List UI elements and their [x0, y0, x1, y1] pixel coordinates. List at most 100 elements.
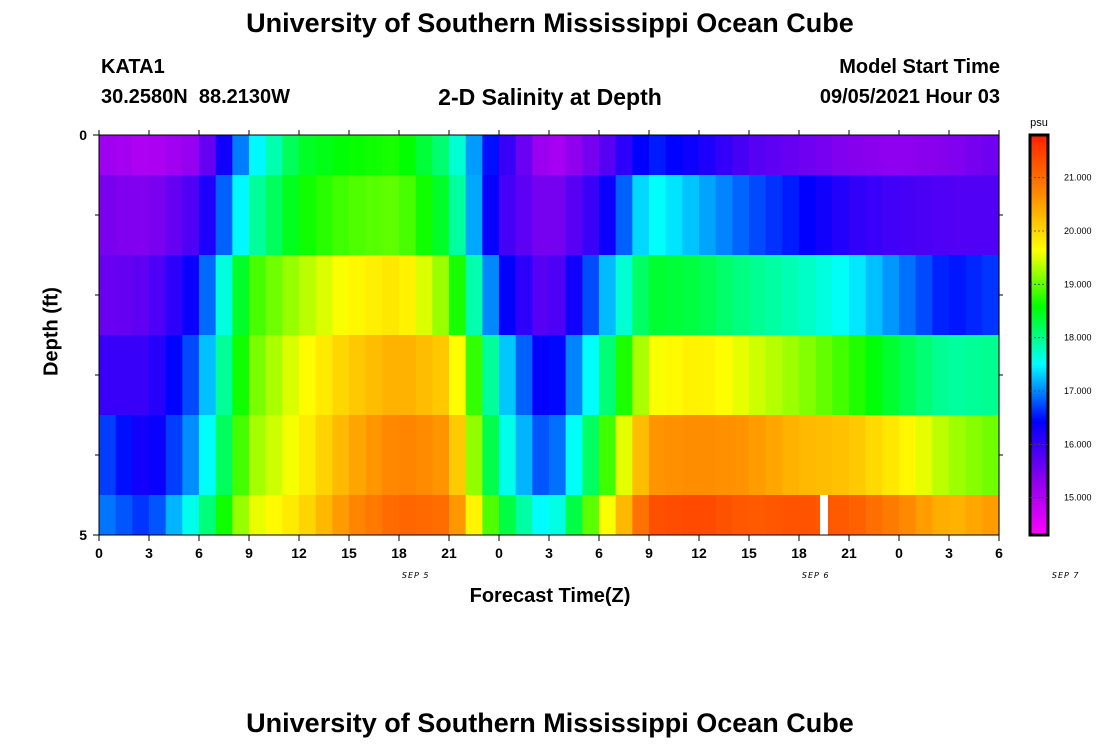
heatmap-cell — [249, 415, 267, 496]
x-date-label: SEP 6 — [802, 571, 830, 580]
heatmap-cell — [349, 135, 367, 176]
heatmap-cell — [799, 335, 817, 416]
colorbar-segment — [1030, 199, 1048, 203]
heatmap-cell — [232, 175, 250, 256]
x-tick-label: 0 — [495, 545, 503, 561]
colorbar-segment — [1030, 492, 1048, 496]
heatmap-cell — [432, 135, 450, 176]
colorbar-segment — [1030, 207, 1048, 211]
colorbar-segment — [1030, 284, 1048, 288]
x-tick-label: 6 — [195, 545, 203, 561]
heatmap-cell — [499, 135, 517, 176]
heatmap-cell — [332, 135, 350, 176]
heatmap-cell — [849, 255, 867, 336]
heatmap-cell — [365, 495, 383, 536]
colorbar-segment — [1030, 428, 1048, 432]
colorbar-units: psu — [1030, 117, 1048, 129]
colorbar-segment — [1030, 511, 1048, 515]
colorbar-segment — [1030, 241, 1048, 245]
heatmap-cell — [149, 255, 167, 336]
colorbar-segment — [1030, 487, 1048, 491]
heatmap-cell — [215, 255, 233, 336]
heatmap-cell — [282, 175, 300, 256]
heatmap-cell — [615, 415, 633, 496]
heatmap-cell — [132, 255, 150, 336]
heatmap-cell — [332, 495, 350, 536]
heatmap-cell — [882, 135, 900, 176]
heatmap-cell — [849, 495, 867, 536]
heatmap-cell — [265, 495, 283, 536]
heatmap-cell — [732, 495, 750, 536]
colorbar-segment — [1030, 417, 1048, 421]
heatmap-cell — [899, 415, 917, 496]
heatmap-cell — [382, 335, 400, 416]
heatmap-cell — [465, 415, 483, 496]
heatmap-cell — [299, 335, 317, 416]
heatmap-cell — [715, 495, 733, 536]
heatmap-cell — [765, 175, 783, 256]
heatmap-cell — [799, 415, 817, 496]
heatmap-cell — [665, 495, 683, 536]
colorbar-segment — [1030, 303, 1048, 307]
heatmap-cell — [432, 335, 450, 416]
heatmap-cell — [499, 335, 517, 416]
heatmap-cell — [482, 335, 500, 416]
colorbar-segment — [1030, 385, 1048, 389]
colorbar-segment — [1030, 335, 1048, 339]
heatmap-cell — [965, 335, 983, 416]
heatmap-cell — [532, 335, 550, 416]
heatmap-cell — [982, 415, 1000, 496]
heatmap-cell — [232, 135, 250, 176]
heatmap-cell — [532, 415, 550, 496]
colorbar-segment — [1030, 300, 1048, 304]
colorbar-segment — [1030, 257, 1048, 261]
colorbar-segment — [1030, 351, 1048, 355]
heatmap-cell — [349, 255, 367, 336]
colorbar-segment — [1030, 399, 1048, 403]
heatmap-cell — [249, 135, 267, 176]
heatmap-cell — [265, 135, 283, 176]
colorbar-segment — [1030, 484, 1048, 488]
heatmap-cell — [115, 135, 133, 176]
heatmap-cell — [215, 135, 233, 176]
heatmap-cell — [165, 175, 183, 256]
x-axis-label: Forecast Time(Z) — [469, 585, 631, 607]
colorbar-segment — [1030, 183, 1048, 187]
heatmap-cell — [749, 135, 767, 176]
colorbar-segment — [1030, 223, 1048, 227]
heatmap-cell — [182, 335, 200, 416]
heatmap-cell — [99, 255, 117, 336]
heatmap-cell — [865, 335, 883, 416]
colorbar-segment — [1030, 143, 1048, 147]
colorbar-segment — [1030, 308, 1048, 312]
heatmap-cell — [615, 255, 633, 336]
heatmap-cell — [249, 335, 267, 416]
heatmap-cell — [665, 175, 683, 256]
heatmap-cell — [849, 415, 867, 496]
heatmap-cell — [549, 415, 567, 496]
colorbar-segment — [1030, 423, 1048, 427]
model-start-label: Model Start Time — [839, 56, 1000, 78]
colorbar-segment — [1030, 255, 1048, 259]
heatmap-cell — [415, 495, 433, 536]
colorbar-segment — [1030, 503, 1048, 507]
colorbar-segment — [1030, 172, 1048, 176]
heatmap-cell — [499, 175, 517, 256]
x-tick-label: 12 — [691, 545, 707, 561]
heatmap-cell — [549, 335, 567, 416]
heatmap-cell — [699, 175, 717, 256]
heatmap-cell — [465, 255, 483, 336]
colorbar-segment — [1030, 521, 1048, 525]
heatmap-cell — [199, 135, 217, 176]
heatmap-cell — [932, 135, 950, 176]
x-tick-label: 9 — [645, 545, 653, 561]
heatmap-cell — [649, 415, 667, 496]
heatmap-cell — [799, 175, 817, 256]
colorbar-segment — [1030, 329, 1048, 333]
heatmap-cell — [765, 415, 783, 496]
colorbar-segment — [1030, 439, 1048, 443]
colorbar-segment — [1030, 225, 1048, 229]
colorbar-segment — [1030, 319, 1048, 323]
heatmap-cell — [982, 255, 1000, 336]
colorbar-segment — [1030, 500, 1048, 504]
